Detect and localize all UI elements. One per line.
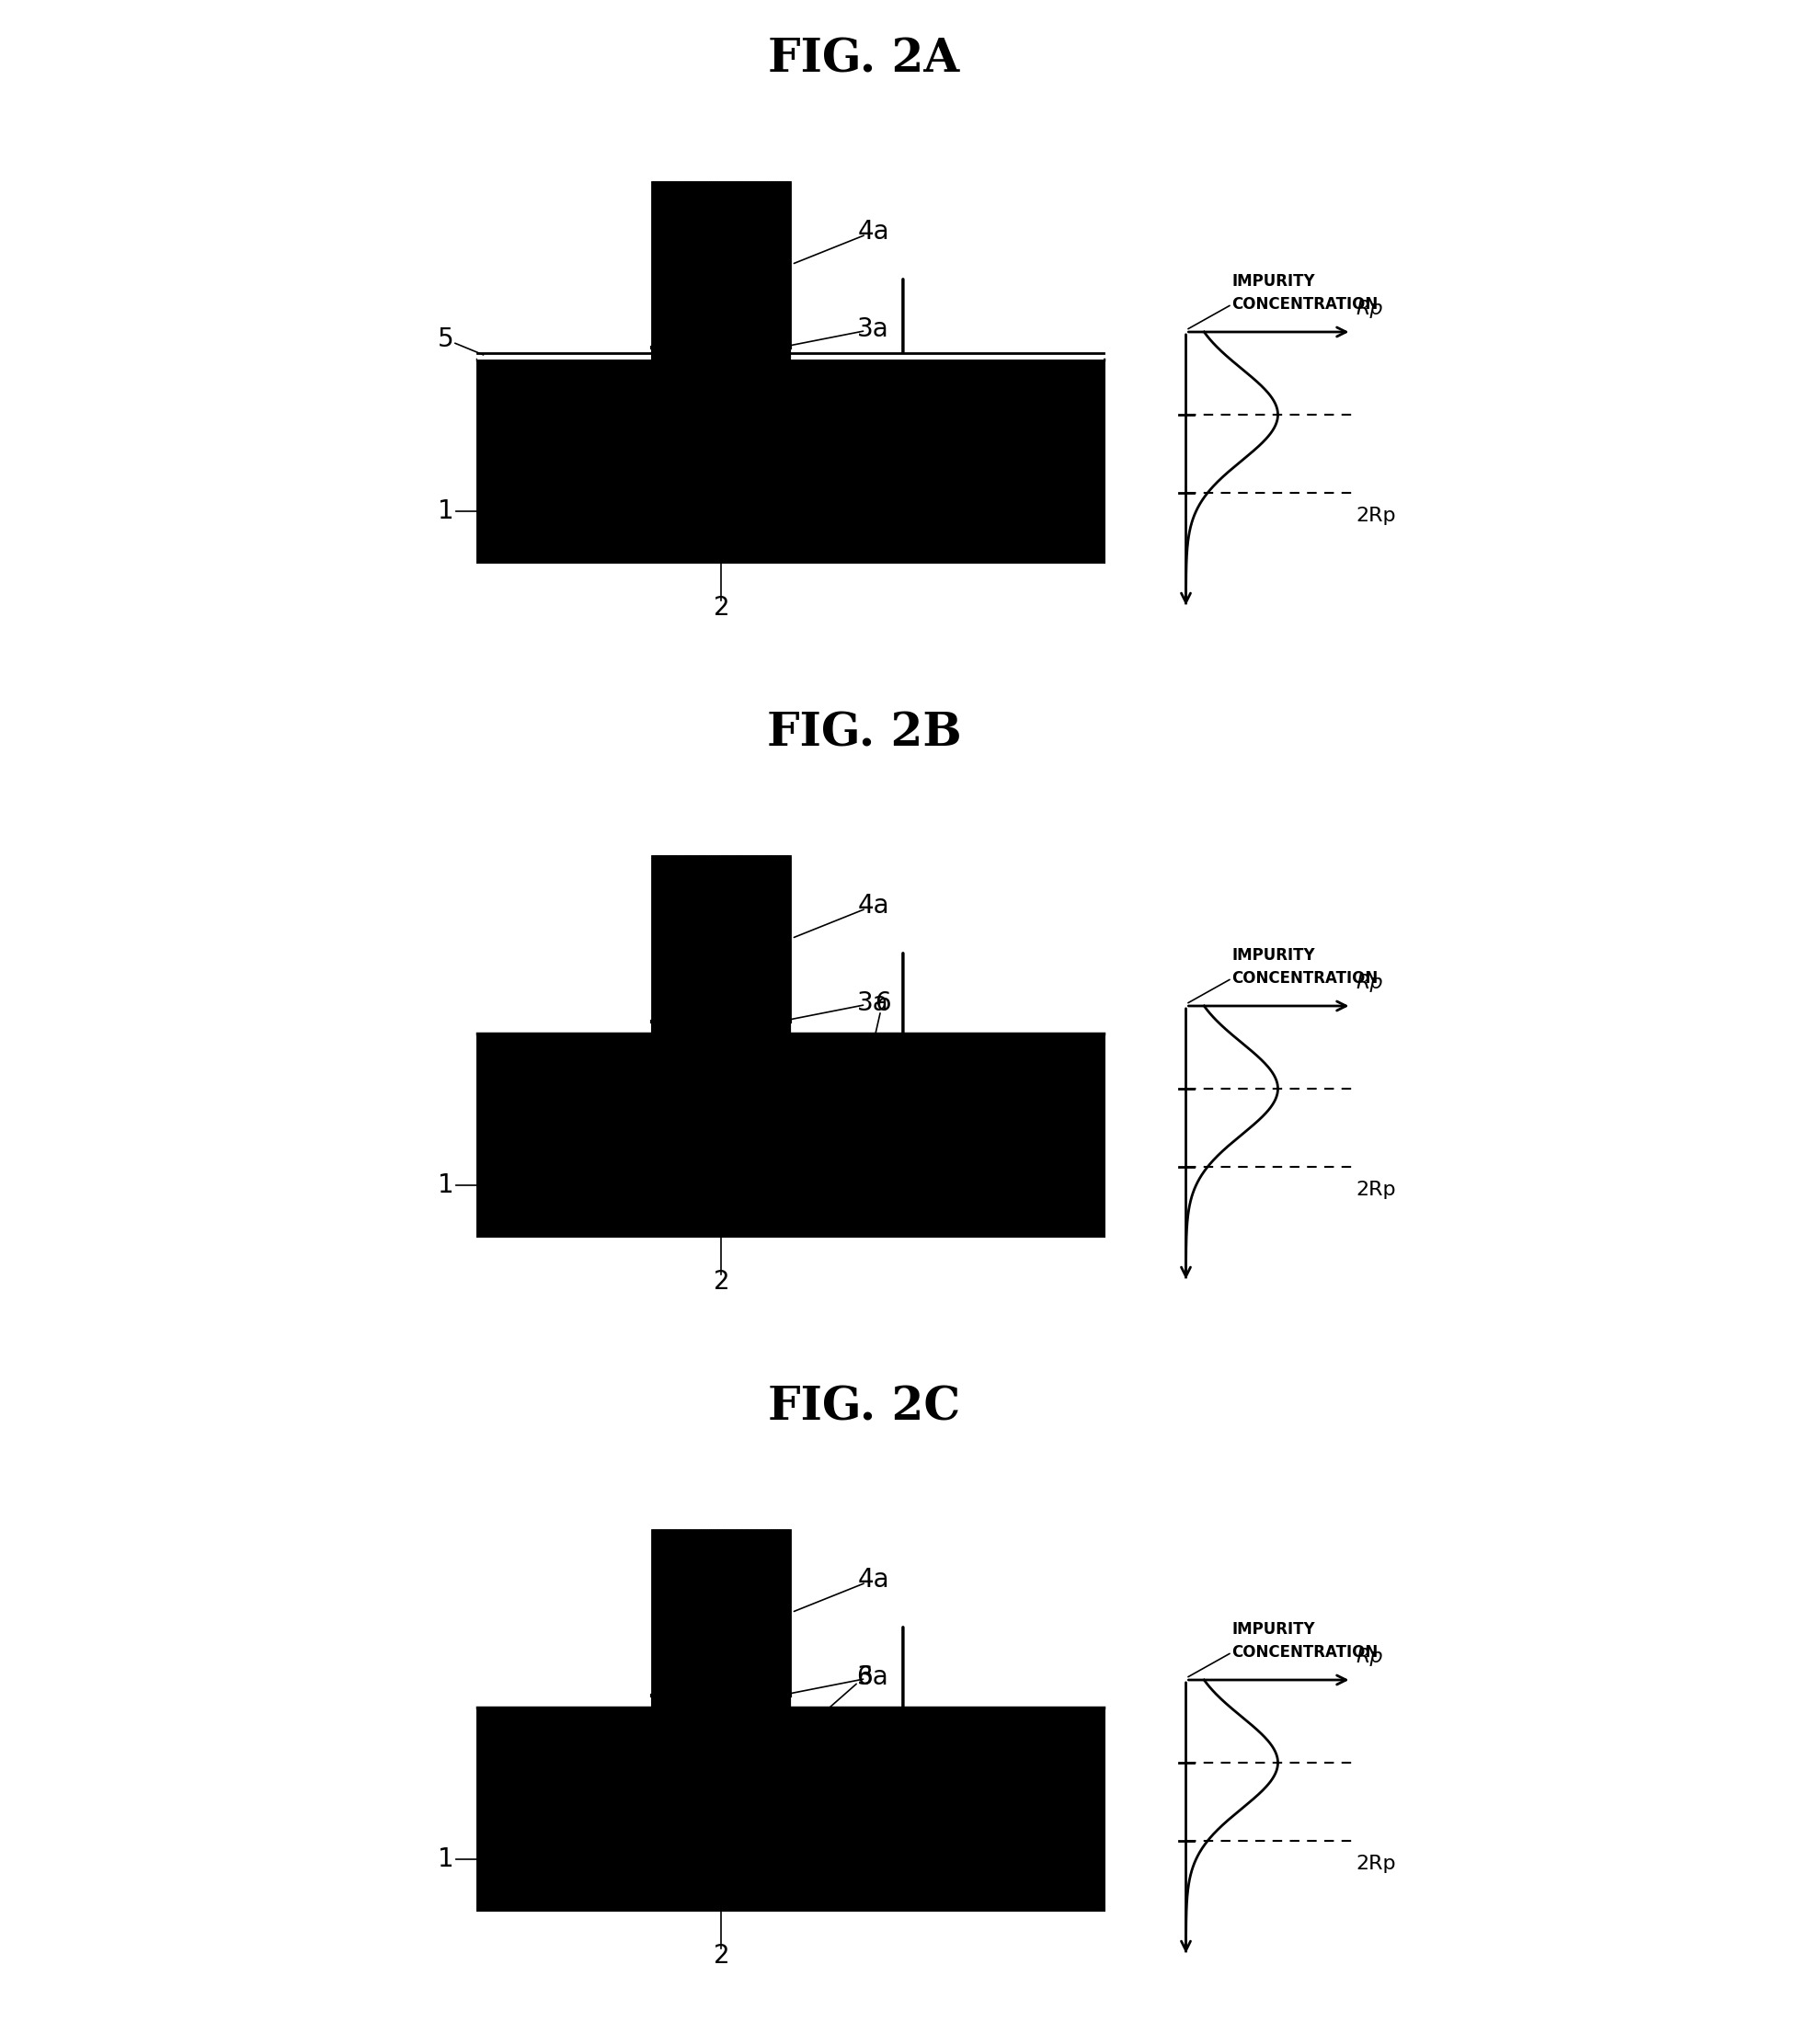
Text: 2Rp: 2Rp bbox=[1356, 1181, 1396, 1199]
Text: 6: 6 bbox=[855, 1664, 872, 1690]
Bar bbox=[790, 354, 1103, 360]
Text: 5: 5 bbox=[437, 326, 453, 352]
Bar bbox=[479, 360, 1103, 562]
Text: 1: 1 bbox=[437, 1173, 453, 1199]
Text: 1: 1 bbox=[437, 497, 453, 524]
Text: 2Rp: 2Rp bbox=[1356, 1854, 1396, 1872]
Text: 3a: 3a bbox=[857, 1664, 890, 1690]
Text: 4a: 4a bbox=[857, 894, 890, 918]
Bar bbox=[653, 1531, 790, 1696]
Text: 2: 2 bbox=[713, 1270, 730, 1294]
Text: 3a: 3a bbox=[857, 315, 890, 342]
Bar bbox=[653, 1696, 790, 1707]
Text: Rp: Rp bbox=[1356, 299, 1383, 317]
Text: FIG. 2A: FIG. 2A bbox=[768, 38, 959, 83]
Text: CONCENTRATION: CONCENTRATION bbox=[1232, 1644, 1378, 1660]
Text: 6: 6 bbox=[874, 991, 890, 1017]
Text: 2: 2 bbox=[713, 594, 730, 621]
Bar bbox=[479, 1707, 1103, 1911]
Bar bbox=[479, 354, 653, 360]
Text: IMPURITY: IMPURITY bbox=[1232, 946, 1316, 964]
Text: CONCENTRATION: CONCENTRATION bbox=[1232, 295, 1378, 313]
Text: IMPURITY: IMPURITY bbox=[1232, 1622, 1316, 1638]
Text: FIG. 2B: FIG. 2B bbox=[766, 712, 961, 756]
Text: FIG. 2C: FIG. 2C bbox=[768, 1385, 961, 1432]
Bar bbox=[653, 348, 790, 360]
Text: 1: 1 bbox=[437, 1846, 453, 1872]
Bar bbox=[653, 1021, 790, 1033]
Bar bbox=[653, 855, 790, 1021]
Text: 3a: 3a bbox=[857, 991, 890, 1017]
Text: 8: 8 bbox=[542, 1058, 559, 1084]
Bar bbox=[479, 1033, 1103, 1235]
Text: 2Rp: 2Rp bbox=[1356, 508, 1396, 526]
Text: IMPURITY: IMPURITY bbox=[1232, 273, 1316, 289]
Text: 2: 2 bbox=[713, 1943, 730, 1969]
Text: Rp: Rp bbox=[1356, 1648, 1383, 1666]
Text: Rp: Rp bbox=[1356, 975, 1383, 993]
Text: 4a: 4a bbox=[857, 1567, 890, 1593]
Bar bbox=[653, 182, 790, 348]
Text: CONCENTRATION: CONCENTRATION bbox=[1232, 971, 1378, 987]
Text: 4a: 4a bbox=[857, 218, 890, 245]
